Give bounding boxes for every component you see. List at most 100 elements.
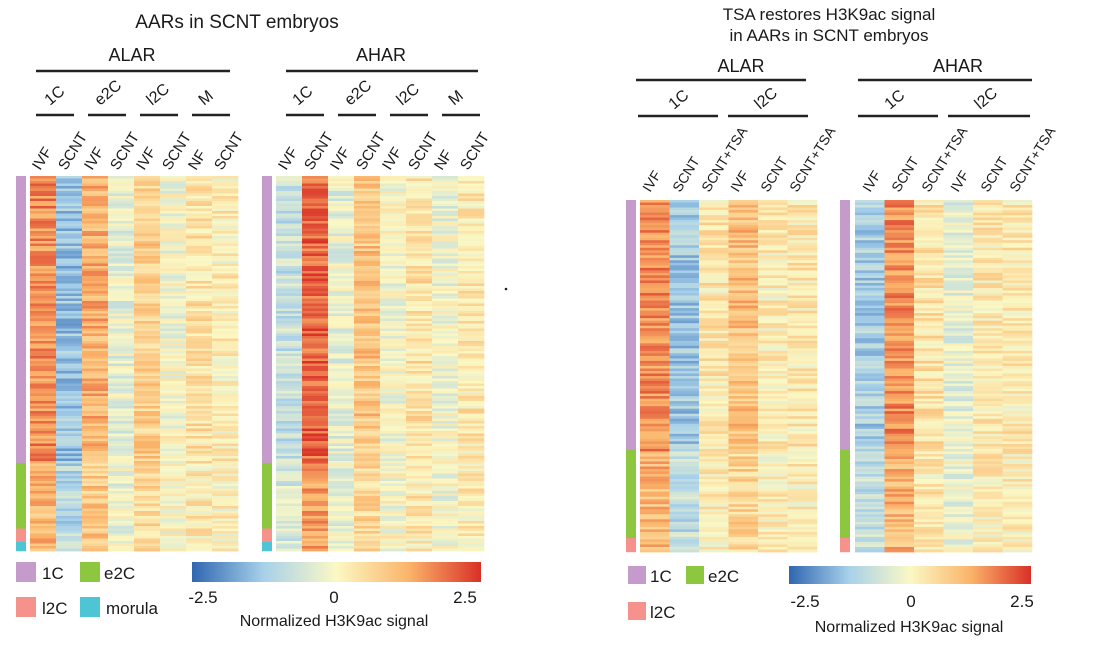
heatmap-cell <box>302 316 329 319</box>
heatmap-cell <box>212 428 239 432</box>
heatmap-cell <box>328 433 355 437</box>
heatmap-cell <box>108 258 135 262</box>
heatmap-cell <box>432 328 459 332</box>
heatmap-cell <box>669 509 700 513</box>
heatmap-cell <box>787 451 818 455</box>
heatmap-cell <box>943 519 974 523</box>
heatmap-cell <box>855 546 885 550</box>
heatmap-cell <box>108 333 135 337</box>
heatmap-cell <box>758 373 788 377</box>
heatmap-cell <box>186 348 213 352</box>
heatmap-cell <box>787 365 818 369</box>
heatmap-cell <box>380 338 407 342</box>
heatmap-cell <box>328 318 355 322</box>
heatmap-cell <box>432 431 459 434</box>
heatmap-cell <box>669 225 700 229</box>
heatmap-cell <box>787 416 818 420</box>
heatmap-cell <box>1002 509 1033 513</box>
heatmap-cell <box>82 446 109 449</box>
heatmap-cell <box>432 341 459 344</box>
heatmap-cell <box>380 303 407 307</box>
heatmap-cell <box>1002 524 1033 528</box>
heatmap-cell <box>186 438 213 442</box>
heatmap-cell <box>728 250 759 254</box>
heatmap-cell <box>30 531 57 534</box>
heatmap-cell <box>328 178 355 182</box>
heatmap-cell <box>787 215 818 218</box>
heatmap-cell <box>328 221 355 224</box>
heatmap-cell <box>56 186 83 189</box>
heatmap-cell <box>134 418 161 422</box>
heatmap-cell <box>669 479 700 482</box>
heatmap-cell <box>973 225 1003 229</box>
heatmap-cell <box>302 393 329 397</box>
heatmap-cell <box>669 328 700 332</box>
heatmap-cell <box>640 370 670 374</box>
heatmap-cell <box>276 543 303 547</box>
heatmap-cell <box>640 381 670 384</box>
heatmap-cell <box>669 489 700 493</box>
heatmap-cell <box>884 202 915 206</box>
heatmap-cell <box>160 416 187 419</box>
heatmap-cell <box>432 501 459 504</box>
heatmap-cell <box>884 293 915 296</box>
heatmap-cell <box>30 541 57 544</box>
heatmap-cell <box>212 211 239 214</box>
heatmap-cell <box>699 426 729 430</box>
heatmap-cell <box>276 413 303 417</box>
heatmap-cell <box>1002 499 1033 503</box>
heatmap-cell <box>640 277 670 281</box>
heatmap-cell <box>82 443 109 447</box>
heatmap-cell <box>1002 280 1033 284</box>
heatmap-cell <box>186 251 213 254</box>
heatmap-cell <box>82 231 109 234</box>
heatmap-cell <box>669 295 700 299</box>
heatmap-cell <box>669 423 700 427</box>
heatmap-cell <box>432 333 459 337</box>
heatmap-cell <box>406 213 433 217</box>
heatmap-cell <box>160 543 187 547</box>
heatmap-cell <box>884 408 915 412</box>
heatmap-cell <box>406 281 433 284</box>
heatmap-cell <box>432 463 459 467</box>
heatmap-cell <box>380 416 407 419</box>
heatmap-cell <box>276 541 303 544</box>
heatmap-cell <box>354 371 381 374</box>
heatmap-cell <box>108 528 135 532</box>
heatmap-cell <box>212 456 239 459</box>
heatmap-cell <box>458 341 485 344</box>
heatmap-cell <box>354 493 381 497</box>
heatmap-cell <box>380 288 407 292</box>
heatmap-cell <box>787 340 818 344</box>
heatmap-cell <box>82 416 109 419</box>
heatmap-cell <box>914 521 944 525</box>
heatmap-cell <box>302 526 329 529</box>
heatmap-cell <box>640 210 670 213</box>
heatmap-cell <box>30 181 57 184</box>
heatmap-cell <box>432 266 459 269</box>
heatmap-cell <box>758 293 788 296</box>
heatmap-cell <box>30 291 57 294</box>
heatmap-cell <box>640 536 670 540</box>
heatmap-cell <box>406 346 433 349</box>
heatmap-cell <box>758 461 788 465</box>
heatmap-cell <box>787 484 818 488</box>
heatmap-cell <box>458 306 485 309</box>
heatmap-cell <box>432 208 459 212</box>
heatmap-cell <box>432 508 459 512</box>
heatmap-cell <box>276 341 303 344</box>
heatmap-cell <box>328 206 355 209</box>
heatmap-cell <box>134 198 161 202</box>
heatmap-cell <box>30 263 57 267</box>
heatmap-cell <box>108 226 135 229</box>
heatmap-cell <box>186 478 213 482</box>
heatmap-cell <box>406 426 433 429</box>
heatmap-cell <box>728 353 759 357</box>
heatmap-cell <box>354 538 381 542</box>
heatmap-cell <box>380 201 407 204</box>
heatmap-cell <box>728 381 759 384</box>
heatmap-cell <box>82 538 109 542</box>
heatmap-cell <box>302 383 329 387</box>
heatmap-cell <box>914 288 944 291</box>
heatmap-cell <box>914 343 944 347</box>
